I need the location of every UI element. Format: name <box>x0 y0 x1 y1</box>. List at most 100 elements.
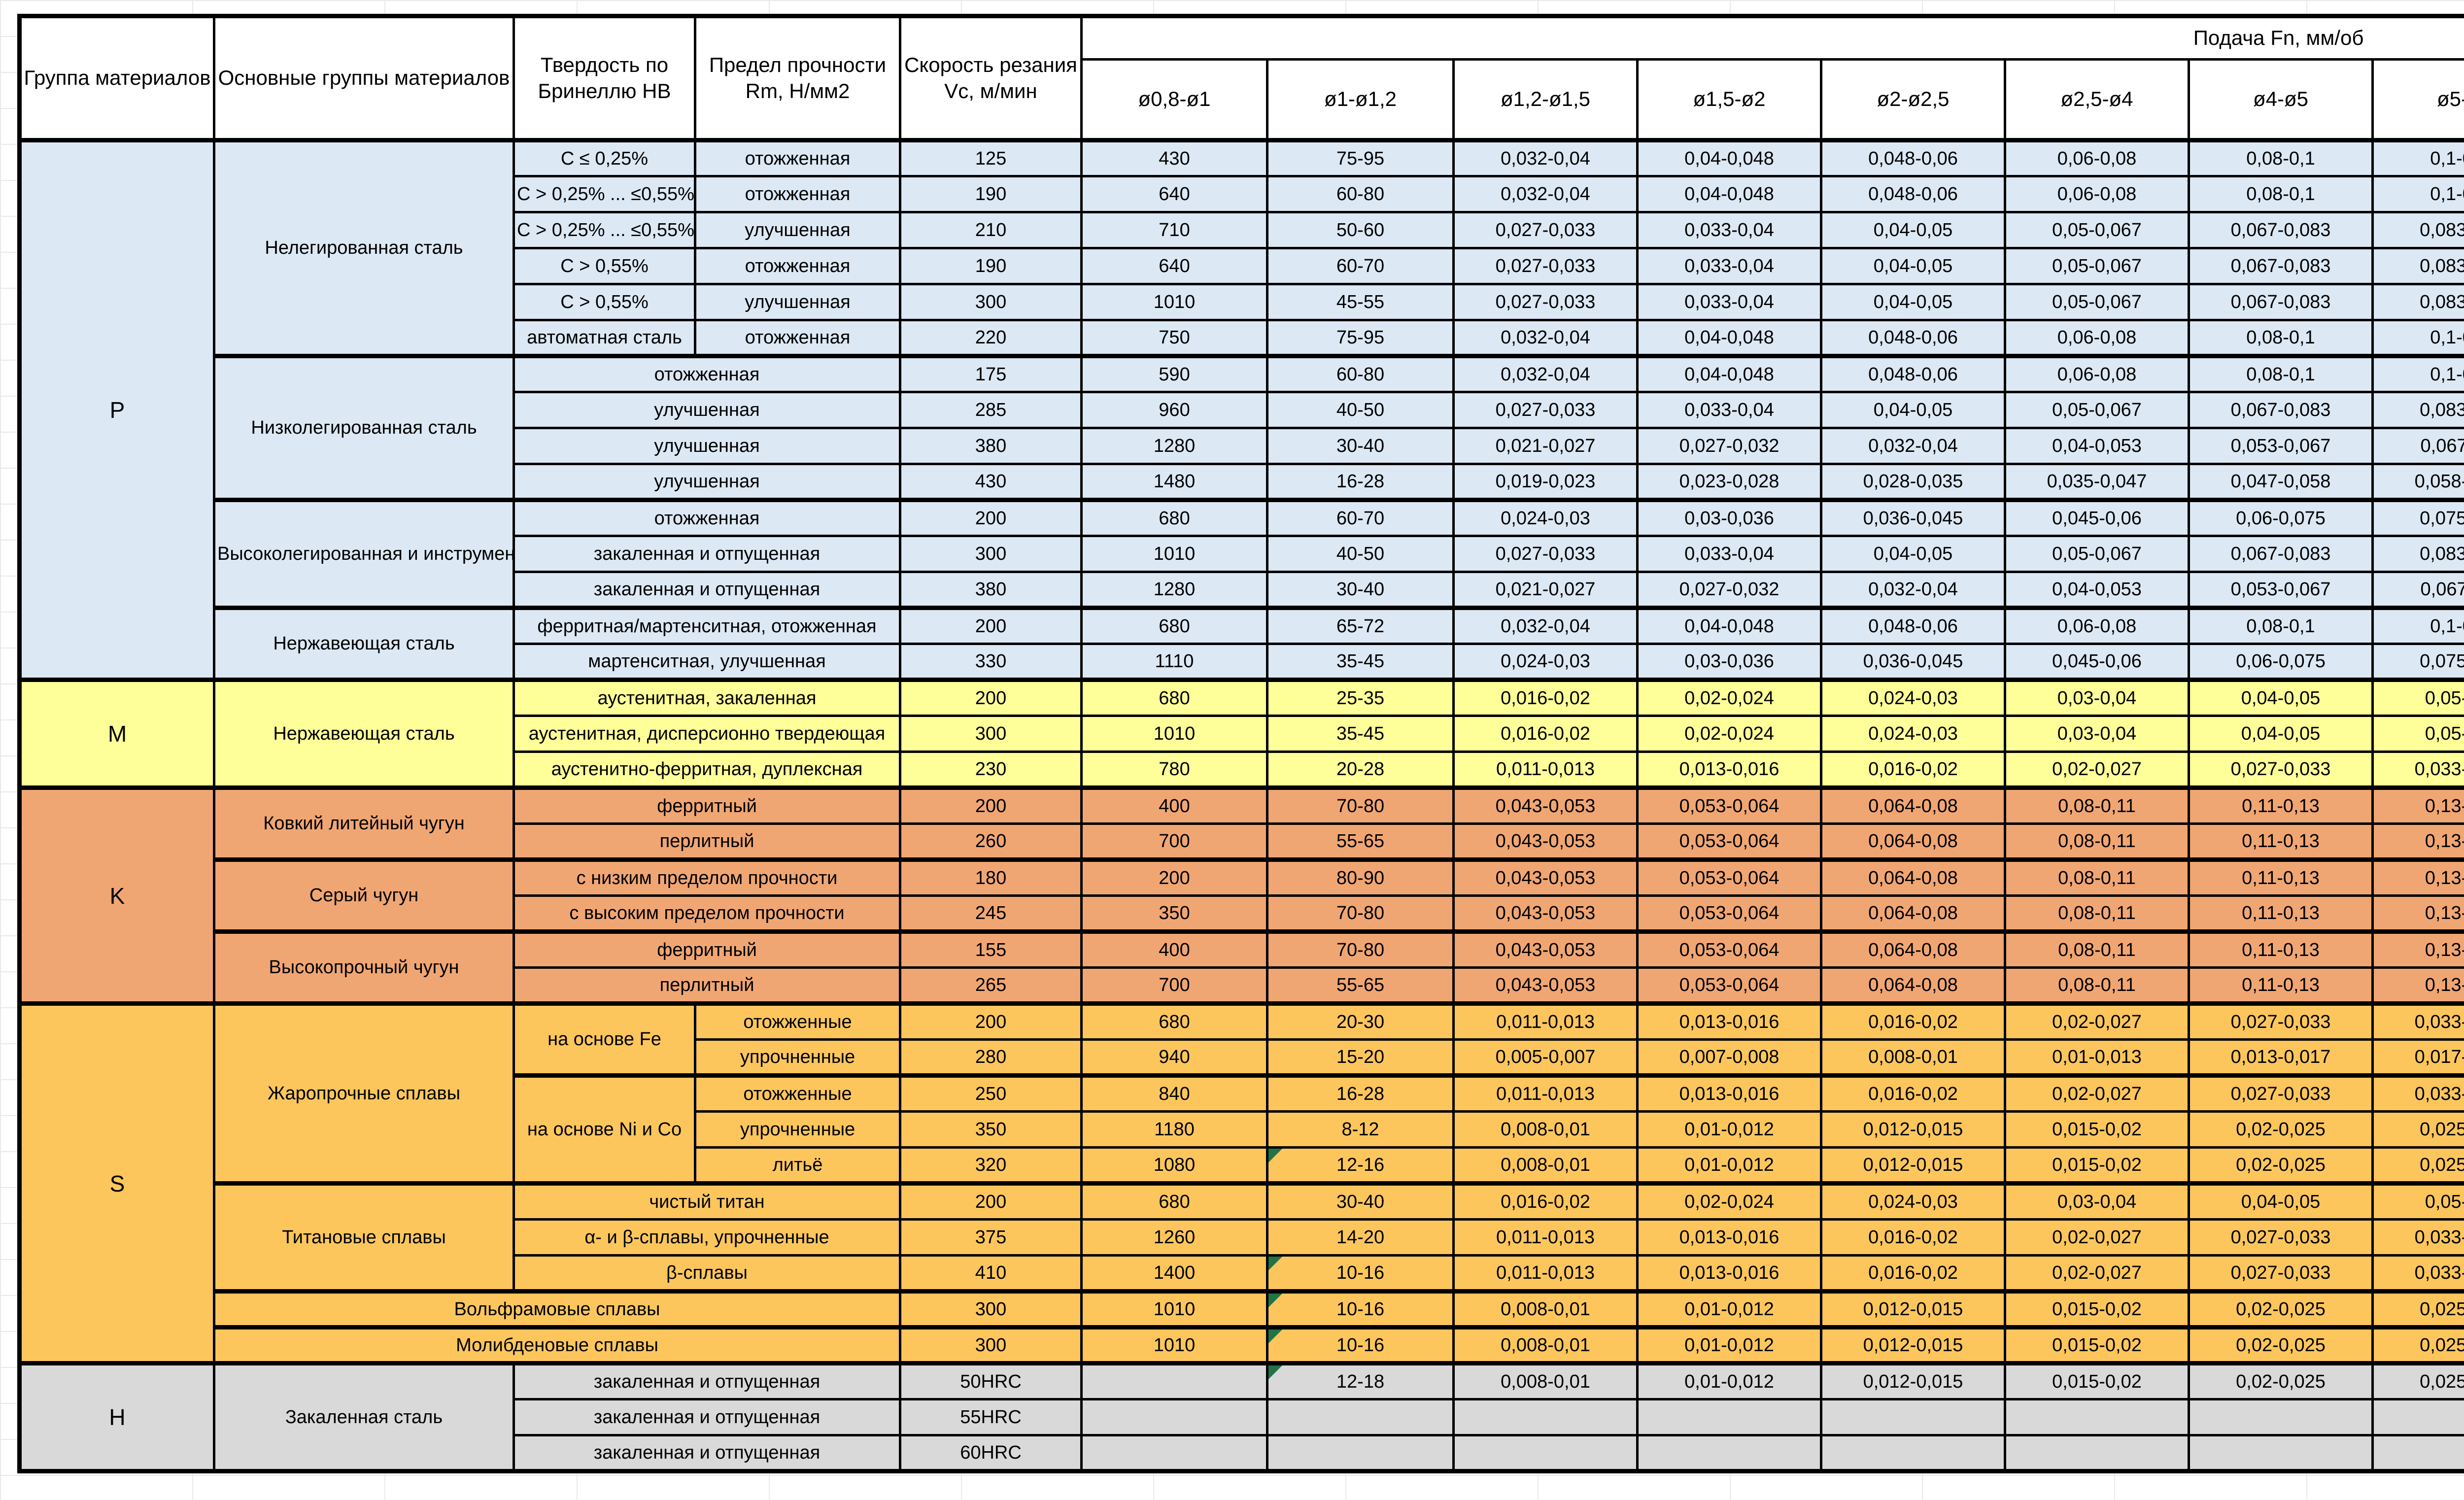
feed-cell[interactable]: 0,021-0,027 <box>1452 427 1639 465</box>
feed-cell[interactable]: 0,04-0,048 <box>1636 175 1822 213</box>
hb-cell[interactable]: 125 <box>899 138 1083 177</box>
feed-cell[interactable]: 0,012-0,015 <box>1820 1325 2006 1364</box>
feed-cell[interactable]: 0,008-0,01 <box>1452 1289 1639 1329</box>
feed-cell[interactable]: 0,024-0,03 <box>1820 1181 2006 1221</box>
feed-cell[interactable] <box>2188 1434 2374 1472</box>
feed-cell[interactable]: 0,053-0,067 <box>2188 571 2374 609</box>
rm-cell[interactable]: 430 <box>1080 138 1268 177</box>
material-cell[interactable]: упрочненные <box>694 1110 901 1149</box>
feed-cell[interactable]: 0,016-0,02 <box>1452 678 1639 717</box>
feed-cell[interactable]: 0,08-0,1 <box>2188 319 2374 357</box>
vc-cell[interactable]: 12-18 <box>1266 1361 1455 1400</box>
header-feed-col[interactable]: ø2,5-ø4 <box>2004 58 2190 141</box>
feed-cell[interactable]: 0,02-0,024 <box>1636 1181 1822 1221</box>
vc-cell[interactable]: 40-50 <box>1266 535 1455 573</box>
rm-cell[interactable]: 400 <box>1080 785 1268 825</box>
vc-cell[interactable]: 35-45 <box>1266 643 1455 681</box>
feed-cell[interactable]: 0,011-0,013 <box>1452 1073 1639 1113</box>
hb-cell[interactable]: 300 <box>899 535 1083 573</box>
vc-cell[interactable]: 70-80 <box>1266 929 1455 969</box>
feed-cell[interactable]: 0,08-0,11 <box>2004 929 2190 969</box>
material-cell[interactable]: закаленная и отпущенная <box>513 535 901 573</box>
rm-cell[interactable]: 350 <box>1080 894 1268 933</box>
feed-cell[interactable]: 0,048-0,06 <box>1820 606 2006 645</box>
feed-cell[interactable]: 0,04-0,048 <box>1636 606 1822 645</box>
feed-cell[interactable]: 0,032-0,04 <box>1452 319 1639 357</box>
material-cell[interactable]: C > 0,25% ... ≤0,55% <box>513 175 696 213</box>
material-cell[interactable]: Нержавеющая сталь <box>213 678 515 789</box>
feed-cell[interactable]: 0,04-0,05 <box>1820 211 2006 249</box>
material-cell[interactable]: аустенитно-ферритная, дуплексная <box>513 750 901 789</box>
header-feed-col[interactable]: ø4-ø5 <box>2188 58 2374 141</box>
feed-cell[interactable]: 0,032-0,04 <box>1452 354 1639 393</box>
feed-cell[interactable]: 0,013-0,016 <box>1636 1001 1822 1041</box>
hb-cell[interactable]: 260 <box>899 822 1083 861</box>
feed-cell[interactable]: 0,04-0,05 <box>1820 535 2006 573</box>
hb-cell[interactable]: 300 <box>899 283 1083 321</box>
feed-cell[interactable]: 0,05-0,08 <box>2371 1181 2464 1221</box>
feed-cell[interactable]: 0,064-0,08 <box>1820 966 2006 1005</box>
rm-cell[interactable]: 1280 <box>1080 427 1268 465</box>
feed-cell[interactable]: 0,033-0,04 <box>1636 535 1822 573</box>
hb-cell[interactable]: 200 <box>899 678 1083 717</box>
feed-cell[interactable]: 0,013-0,016 <box>1636 1218 1822 1257</box>
material-cell[interactable]: закаленная и отпущенная <box>513 1398 901 1436</box>
feed-cell[interactable]: 0,08-0,1 <box>2188 354 2374 393</box>
feed-cell[interactable] <box>2371 1434 2464 1472</box>
feed-cell[interactable]: 0,04-0,05 <box>1820 283 2006 321</box>
vc-cell[interactable]: 30-40 <box>1266 571 1455 609</box>
hb-cell[interactable]: 200 <box>899 606 1083 645</box>
feed-cell[interactable]: 0,016-0,02 <box>1452 1181 1639 1221</box>
feed-cell[interactable]: 0,027-0,033 <box>1452 535 1639 573</box>
feed-cell[interactable]: 0,045-0,06 <box>2004 498 2190 537</box>
vc-cell[interactable]: 60-70 <box>1266 498 1455 537</box>
material-cell[interactable]: улучшенная <box>513 391 901 429</box>
rm-cell[interactable]: 1180 <box>1080 1110 1268 1149</box>
vc-cell[interactable]: 14-20 <box>1266 1218 1455 1257</box>
feed-cell[interactable]: 0,05-0,067 <box>2004 283 2190 321</box>
feed-cell[interactable]: 0,13-0,21 <box>2371 785 2464 825</box>
material-cell[interactable]: перлитный <box>513 966 901 1005</box>
feed-cell[interactable]: 0,067-0,083 <box>2188 247 2374 285</box>
feed-cell[interactable]: 0,067-0,11 <box>2371 571 2464 609</box>
feed-cell[interactable]: 0,033-0,053 <box>2371 1218 2464 1257</box>
feed-cell[interactable]: 0,024-0,03 <box>1452 498 1639 537</box>
material-cell[interactable]: отожженная <box>513 354 901 393</box>
material-cell[interactable]: Ковкий литейный чугун <box>213 785 515 861</box>
feed-cell[interactable]: 0,017-0,027 <box>2371 1038 2464 1077</box>
feed-cell[interactable]: 0,06-0,08 <box>2004 138 2190 177</box>
vc-cell[interactable]: 65-72 <box>1266 606 1455 645</box>
hb-cell[interactable]: 245 <box>899 894 1083 933</box>
feed-cell[interactable]: 0,083-0,13 <box>2371 211 2464 249</box>
feed-cell[interactable]: 0,016-0,02 <box>1820 1254 2006 1293</box>
material-cell[interactable]: Жаропрочные сплавы <box>213 1001 515 1185</box>
feed-cell[interactable]: 0,024-0,03 <box>1820 678 2006 717</box>
material-cell[interactable]: с низким пределом прочности <box>513 857 901 897</box>
vc-cell[interactable]: 16-28 <box>1266 1073 1455 1113</box>
feed-cell[interactable]: 0,058-0,093 <box>2371 463 2464 501</box>
material-cell[interactable]: Титановые сплавы <box>213 1181 515 1293</box>
feed-cell[interactable]: 0,04-0,048 <box>1636 138 1822 177</box>
header-feed-col[interactable]: ø1,2-ø1,5 <box>1452 58 1639 141</box>
material-cell[interactable]: на основе Ni и Co <box>513 1073 696 1185</box>
feed-cell[interactable]: 0,033-0,053 <box>2371 1073 2464 1113</box>
feed-cell[interactable]: 0,083-0,13 <box>2371 535 2464 573</box>
feed-cell[interactable]: 0,064-0,08 <box>1820 894 2006 933</box>
material-cell[interactable]: C > 0,55% <box>513 247 696 285</box>
feed-cell[interactable]: 0,053-0,064 <box>1636 929 1822 969</box>
feed-cell[interactable]: 0,025-0,04 <box>2371 1289 2464 1329</box>
feed-cell[interactable]: 0,02-0,025 <box>2188 1289 2374 1329</box>
feed-cell[interactable]: 0,011-0,013 <box>1452 1254 1639 1293</box>
feed-cell[interactable]: 0,024-0,03 <box>1820 715 2006 753</box>
vc-cell[interactable]: 75-95 <box>1266 319 1455 357</box>
feed-cell[interactable]: 0,032-0,04 <box>1452 606 1639 645</box>
feed-cell[interactable]: 0,08-0,11 <box>2004 966 2190 1005</box>
feed-cell[interactable]: 0,053-0,064 <box>1636 966 1822 1005</box>
feed-cell[interactable]: 0,02-0,025 <box>2188 1325 2374 1364</box>
feed-cell[interactable] <box>1820 1434 2006 1472</box>
feed-cell[interactable]: 0,016-0,02 <box>1452 715 1639 753</box>
vc-cell[interactable]: 70-80 <box>1266 894 1455 933</box>
feed-cell[interactable]: 0,032-0,04 <box>1820 427 2006 465</box>
feed-cell[interactable] <box>2188 1398 2374 1436</box>
feed-cell[interactable]: 0,06-0,075 <box>2188 643 2374 681</box>
